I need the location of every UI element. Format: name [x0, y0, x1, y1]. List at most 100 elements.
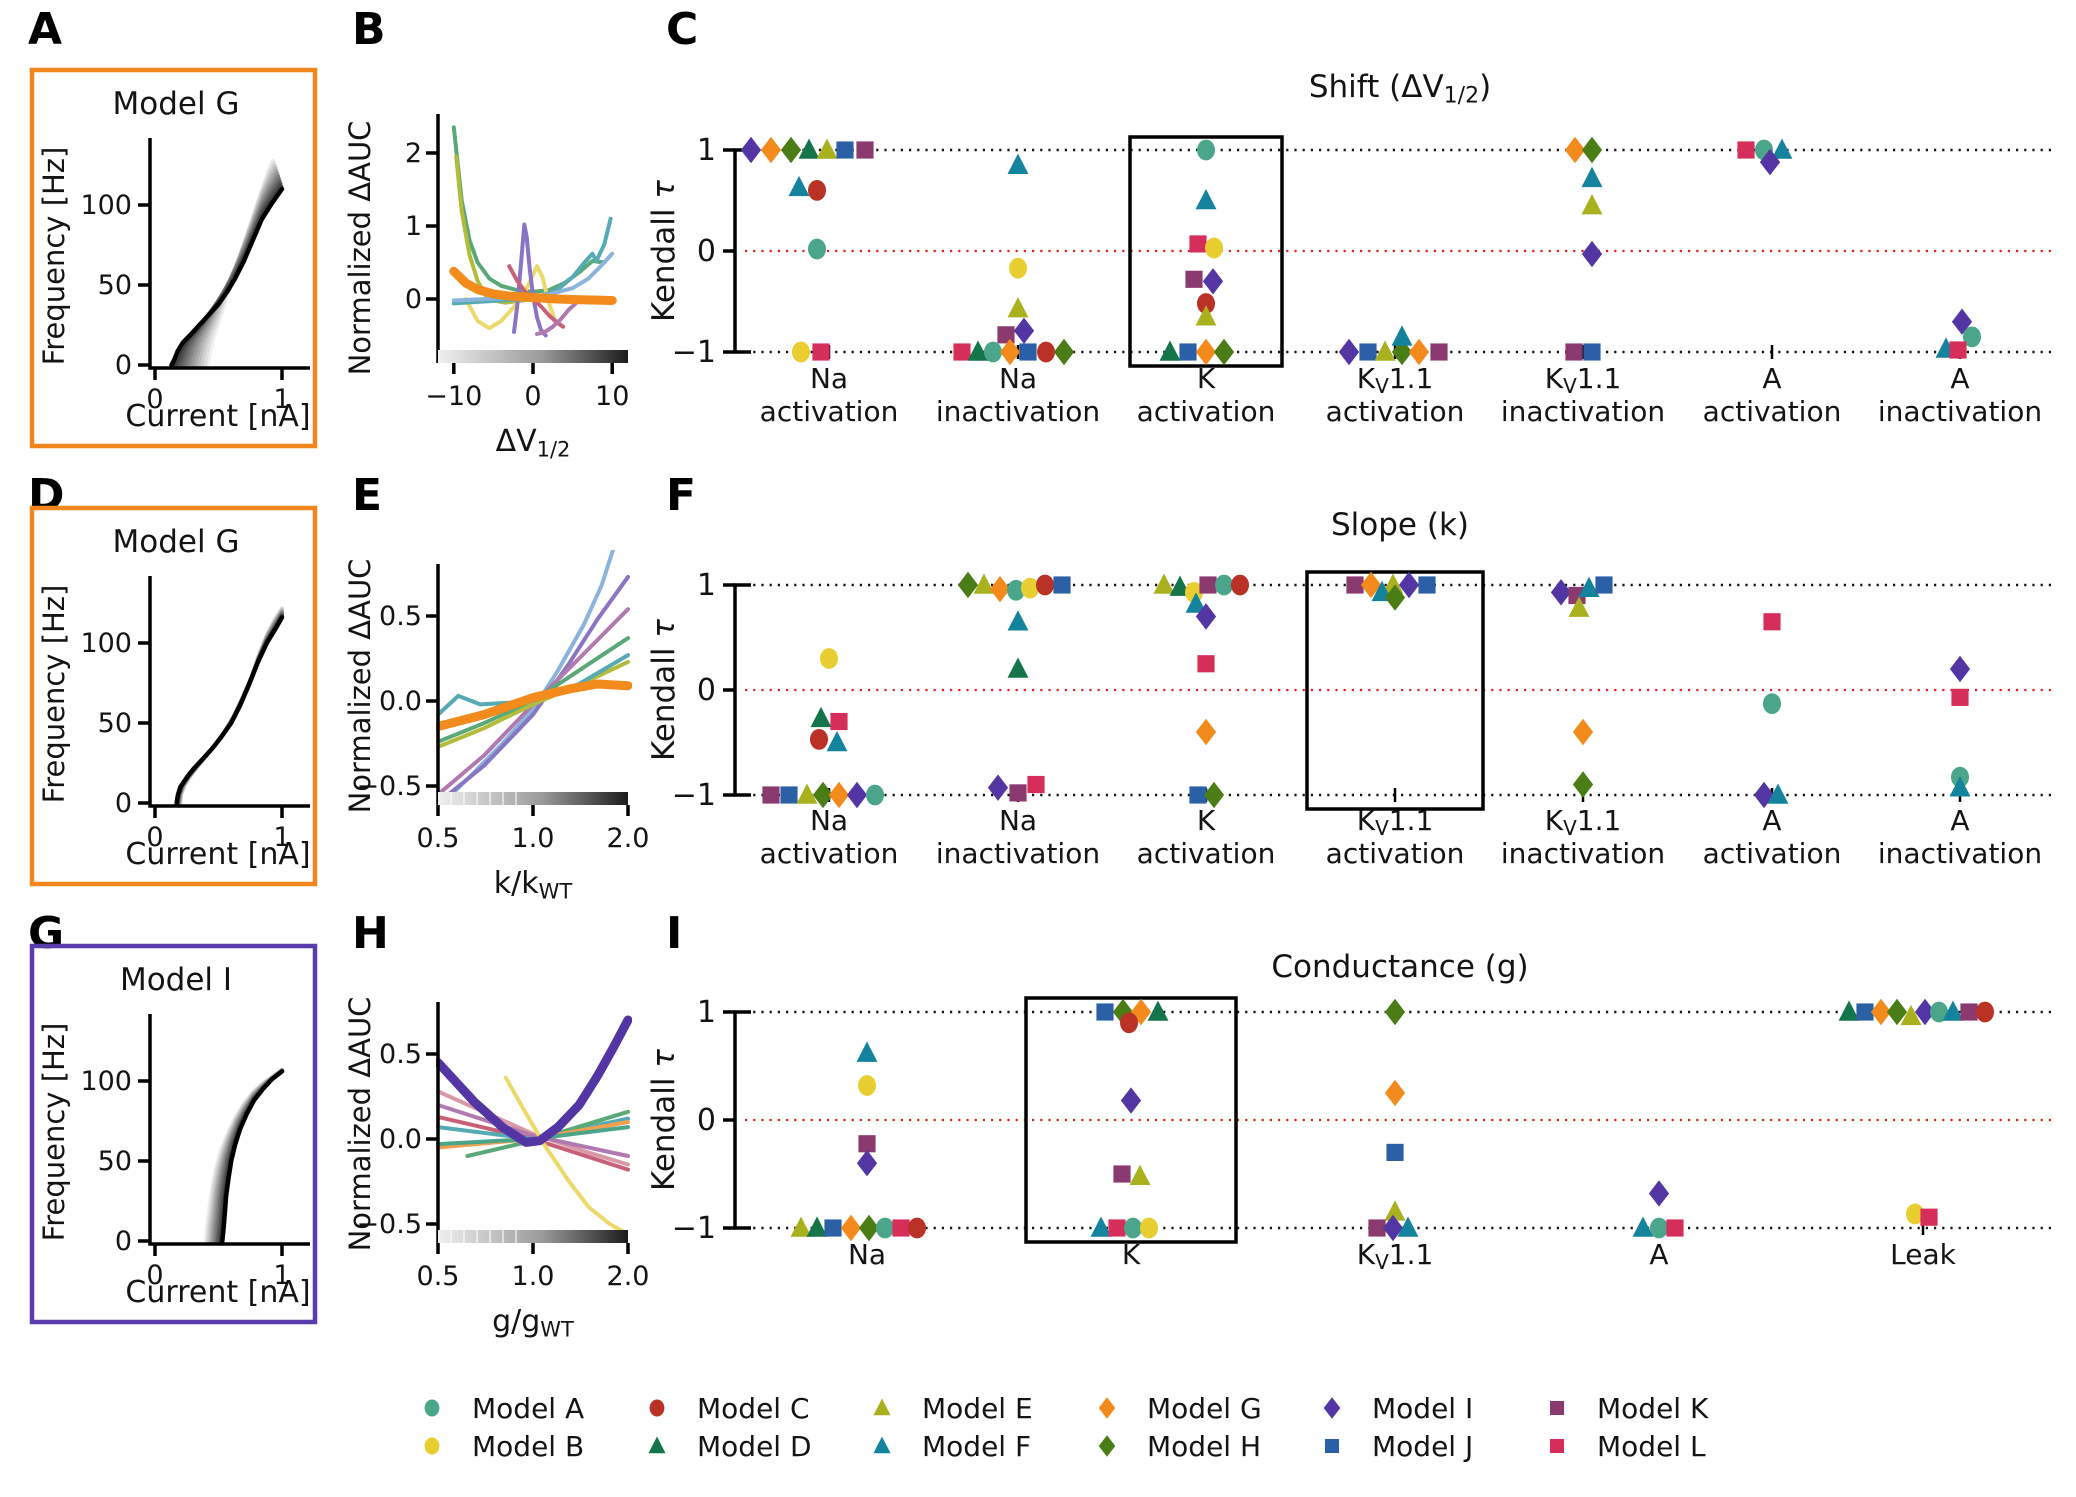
kendall-marker-model-l: [1666, 1219, 1684, 1237]
kendall-marker-model-b: [1009, 257, 1027, 279]
fi-title: Model G: [113, 86, 240, 122]
kendall-marker-model-h: [858, 1214, 880, 1242]
y-tick-label: 1: [697, 133, 716, 168]
kendall-marker-model-c: [808, 180, 826, 201]
kendall-marker-model-a: [1007, 579, 1025, 601]
category-label: activation: [1703, 837, 1842, 870]
kendall-marker-model-g: [1870, 998, 1892, 1026]
kendall-marker-model-b: [1021, 577, 1039, 599]
x-tick-label: 2.0: [607, 1261, 650, 1292]
kendall-marker-model-l: [830, 712, 848, 731]
kendall-ylabel: Kendall τ: [650, 180, 682, 322]
y-tick-label: 1: [697, 568, 716, 603]
kendall-marker-model-l: [953, 343, 971, 361]
fi-ylabel: Frequency [Hz]: [37, 585, 71, 804]
panel-a-fi-chart: Model G Frequency [Hz] Current [nA] 0 50 100 0…: [18, 58, 328, 466]
x-tick-label: 1: [273, 1260, 290, 1291]
kendall-marker-model-l: [892, 1219, 910, 1237]
panel-b-auc-chart: Normalized ΔAUC 0 1 2 −10 0 10 ΔV1/2: [338, 58, 656, 466]
kendall-marker-model-f: [1090, 1216, 1112, 1237]
y-tick-label: 2: [405, 138, 422, 169]
kendall-marker-model-a: [1650, 1217, 1668, 1239]
y-tick-label: −0.5: [356, 1209, 422, 1240]
legend-label-model-a: Model A: [472, 1392, 584, 1425]
kendall-marker-model-i: [1398, 571, 1420, 599]
kendall-yaxis: [733, 583, 751, 797]
category-label: A: [1762, 804, 1781, 837]
legend-label-model-g: Model G: [1147, 1392, 1262, 1425]
kendall-marker-model-i: [846, 781, 868, 809]
kendall-marker-model-f: [1767, 783, 1789, 804]
kendall-marker-model-j: [1418, 576, 1436, 594]
kendall-marker-model-i: [1195, 603, 1217, 630]
kendall-title: Conductance (g): [1271, 949, 1528, 985]
kendall-marker-model-j: [1179, 343, 1197, 361]
kendall-marker-model-d: [1007, 657, 1029, 678]
kendall-marker-model-j: [1856, 1003, 1874, 1021]
fi-xlabel: Current [nA]: [125, 1275, 310, 1310]
legend-marker-model-a: [424, 1399, 440, 1417]
kendall-ylabel: Kendall τ: [650, 619, 682, 761]
kendall-marker-model-f: [1581, 166, 1603, 188]
category-label: activation: [1326, 395, 1465, 428]
category-label: activation: [1326, 837, 1465, 870]
x-tick-label: 1: [273, 822, 290, 853]
kendall-marker-model-i: [1202, 268, 1224, 295]
legend-marker-model-d: [648, 1436, 666, 1454]
kendall-marker-model-i: [1013, 317, 1035, 344]
y-tick-label: 50: [98, 1146, 132, 1177]
auc-plot: Normalized ΔAUC 0.50.0−0.50.5 1.0 2.0g/gWT: [343, 997, 650, 1342]
kendall-marker-model-f: [1397, 1216, 1419, 1237]
kendall-marker-model-e: [796, 783, 818, 804]
auc-xlabel: k/kWT: [494, 866, 573, 900]
y-tick-label: 1: [697, 995, 716, 1030]
kendall-marker-model-i: [1949, 655, 1971, 683]
kendall-marker-model-f: [1007, 153, 1029, 174]
auc-curve-crimson: [507, 264, 566, 329]
kendall-marker-model-g: [828, 781, 850, 809]
auc-xlabel: g/gWT: [492, 1304, 574, 1338]
kendall-marker-model-a: [1963, 326, 1981, 348]
fi-curve: [169, 186, 285, 368]
kendall-marker-model-e: [816, 138, 838, 159]
kendall-marker-model-e: [1007, 297, 1029, 318]
kendall-marker-model-c: [1036, 574, 1054, 596]
panel-c-kendall-chart: Shift (ΔV1/2)Kendall τ10−1NaactivationNa…: [646, 55, 2076, 477]
panel-letter-f: F: [666, 470, 697, 521]
legend-marker-model-f: [873, 1436, 891, 1454]
kendall-marker-model-j: [1189, 786, 1207, 804]
kendall-marker-model-a: [1215, 574, 1233, 596]
panel-letter-e: E: [352, 470, 383, 521]
x-tick-label: 2.0: [607, 823, 650, 854]
category-label: inactivation: [1878, 837, 2042, 870]
kendall-marker-model-h: [780, 136, 802, 164]
kendall-marker-model-c: [1120, 1012, 1138, 1034]
legend-marker-model-i: [1323, 1397, 1341, 1419]
panel-e-auc-chart: Normalized ΔAUC 0.5 0.0 −0.5 0.5 1.0 2.0 k/kWT: [338, 496, 656, 904]
category-label: KV1.1: [1357, 362, 1434, 398]
kendall-marker-model-h: [1053, 338, 1075, 366]
category-label: inactivation: [936, 837, 1100, 870]
category-label: A: [1762, 362, 1781, 395]
fi-title: Model G: [113, 524, 240, 560]
legend-marker-model-e: [873, 1398, 891, 1416]
category-label: Na: [999, 804, 1037, 837]
legend: Model A Model B Model C Model D Model E Model…: [424, 1392, 1709, 1463]
kendall-marker-model-i: [1550, 579, 1572, 606]
kendall-marker-model-e: [1195, 305, 1217, 326]
kendall-marker-model-c: [1231, 574, 1249, 596]
legend-label-model-d: Model D: [697, 1430, 812, 1463]
kendall-marker-model-i: [1120, 1087, 1142, 1114]
y-tick-label: 0: [115, 788, 132, 819]
category-label: KV1.1: [1545, 804, 1622, 840]
kendall-marker-model-l: [1027, 775, 1045, 794]
kendall-marker-model-e: [1374, 340, 1396, 361]
kendall-marker-model-i: [1753, 781, 1775, 809]
legend-label-model-k: Model K: [1597, 1392, 1709, 1425]
legend-label-model-b: Model B: [472, 1430, 584, 1463]
kendall-marker-model-f: [1949, 776, 1971, 797]
kendall-marker-model-h: [1384, 998, 1406, 1026]
auc-xlabel: ΔV1/2: [496, 424, 571, 461]
auc-curve-purple-mean: [436, 1015, 632, 1147]
kendall-marker-model-a: [984, 341, 1002, 363]
